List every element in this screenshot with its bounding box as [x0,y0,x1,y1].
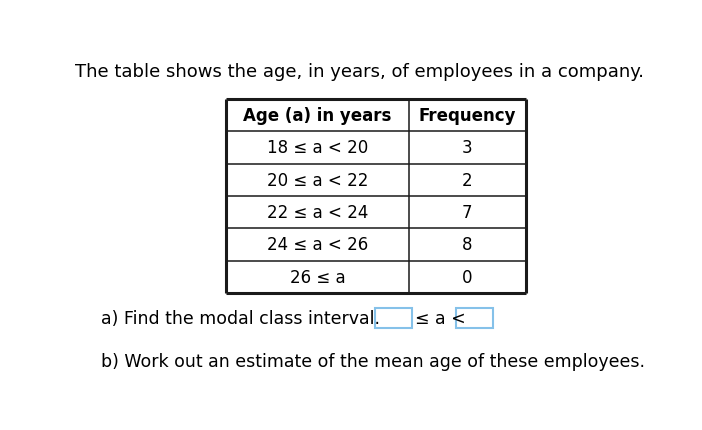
Text: 8: 8 [462,236,472,254]
Text: 18 ≤ a < 20: 18 ≤ a < 20 [267,139,369,157]
Text: a) Find the modal class interval.: a) Find the modal class interval. [101,309,380,327]
Bar [375,308,412,329]
Text: 26 ≤ a: 26 ≤ a [290,268,345,286]
Text: b) Work out an estimate of the mean age of these employees.: b) Work out an estimate of the mean age … [101,352,645,370]
Text: 0: 0 [462,268,472,286]
Text: 22 ≤ a < 24: 22 ≤ a < 24 [267,204,369,221]
Text: The table shows the age, in years, of employees in a company.: The table shows the age, in years, of em… [75,63,644,81]
Bar [456,308,493,329]
Text: 3: 3 [462,139,472,157]
Text: 24 ≤ a < 26: 24 ≤ a < 26 [267,236,369,254]
Text: 7: 7 [462,204,472,221]
Text: Age (a) in years: Age (a) in years [244,107,392,125]
Text: ≤ a <: ≤ a < [415,309,465,327]
Text: Frequency: Frequency [418,107,516,125]
Text: 2: 2 [462,171,472,189]
Text: 20 ≤ a < 22: 20 ≤ a < 22 [267,171,369,189]
